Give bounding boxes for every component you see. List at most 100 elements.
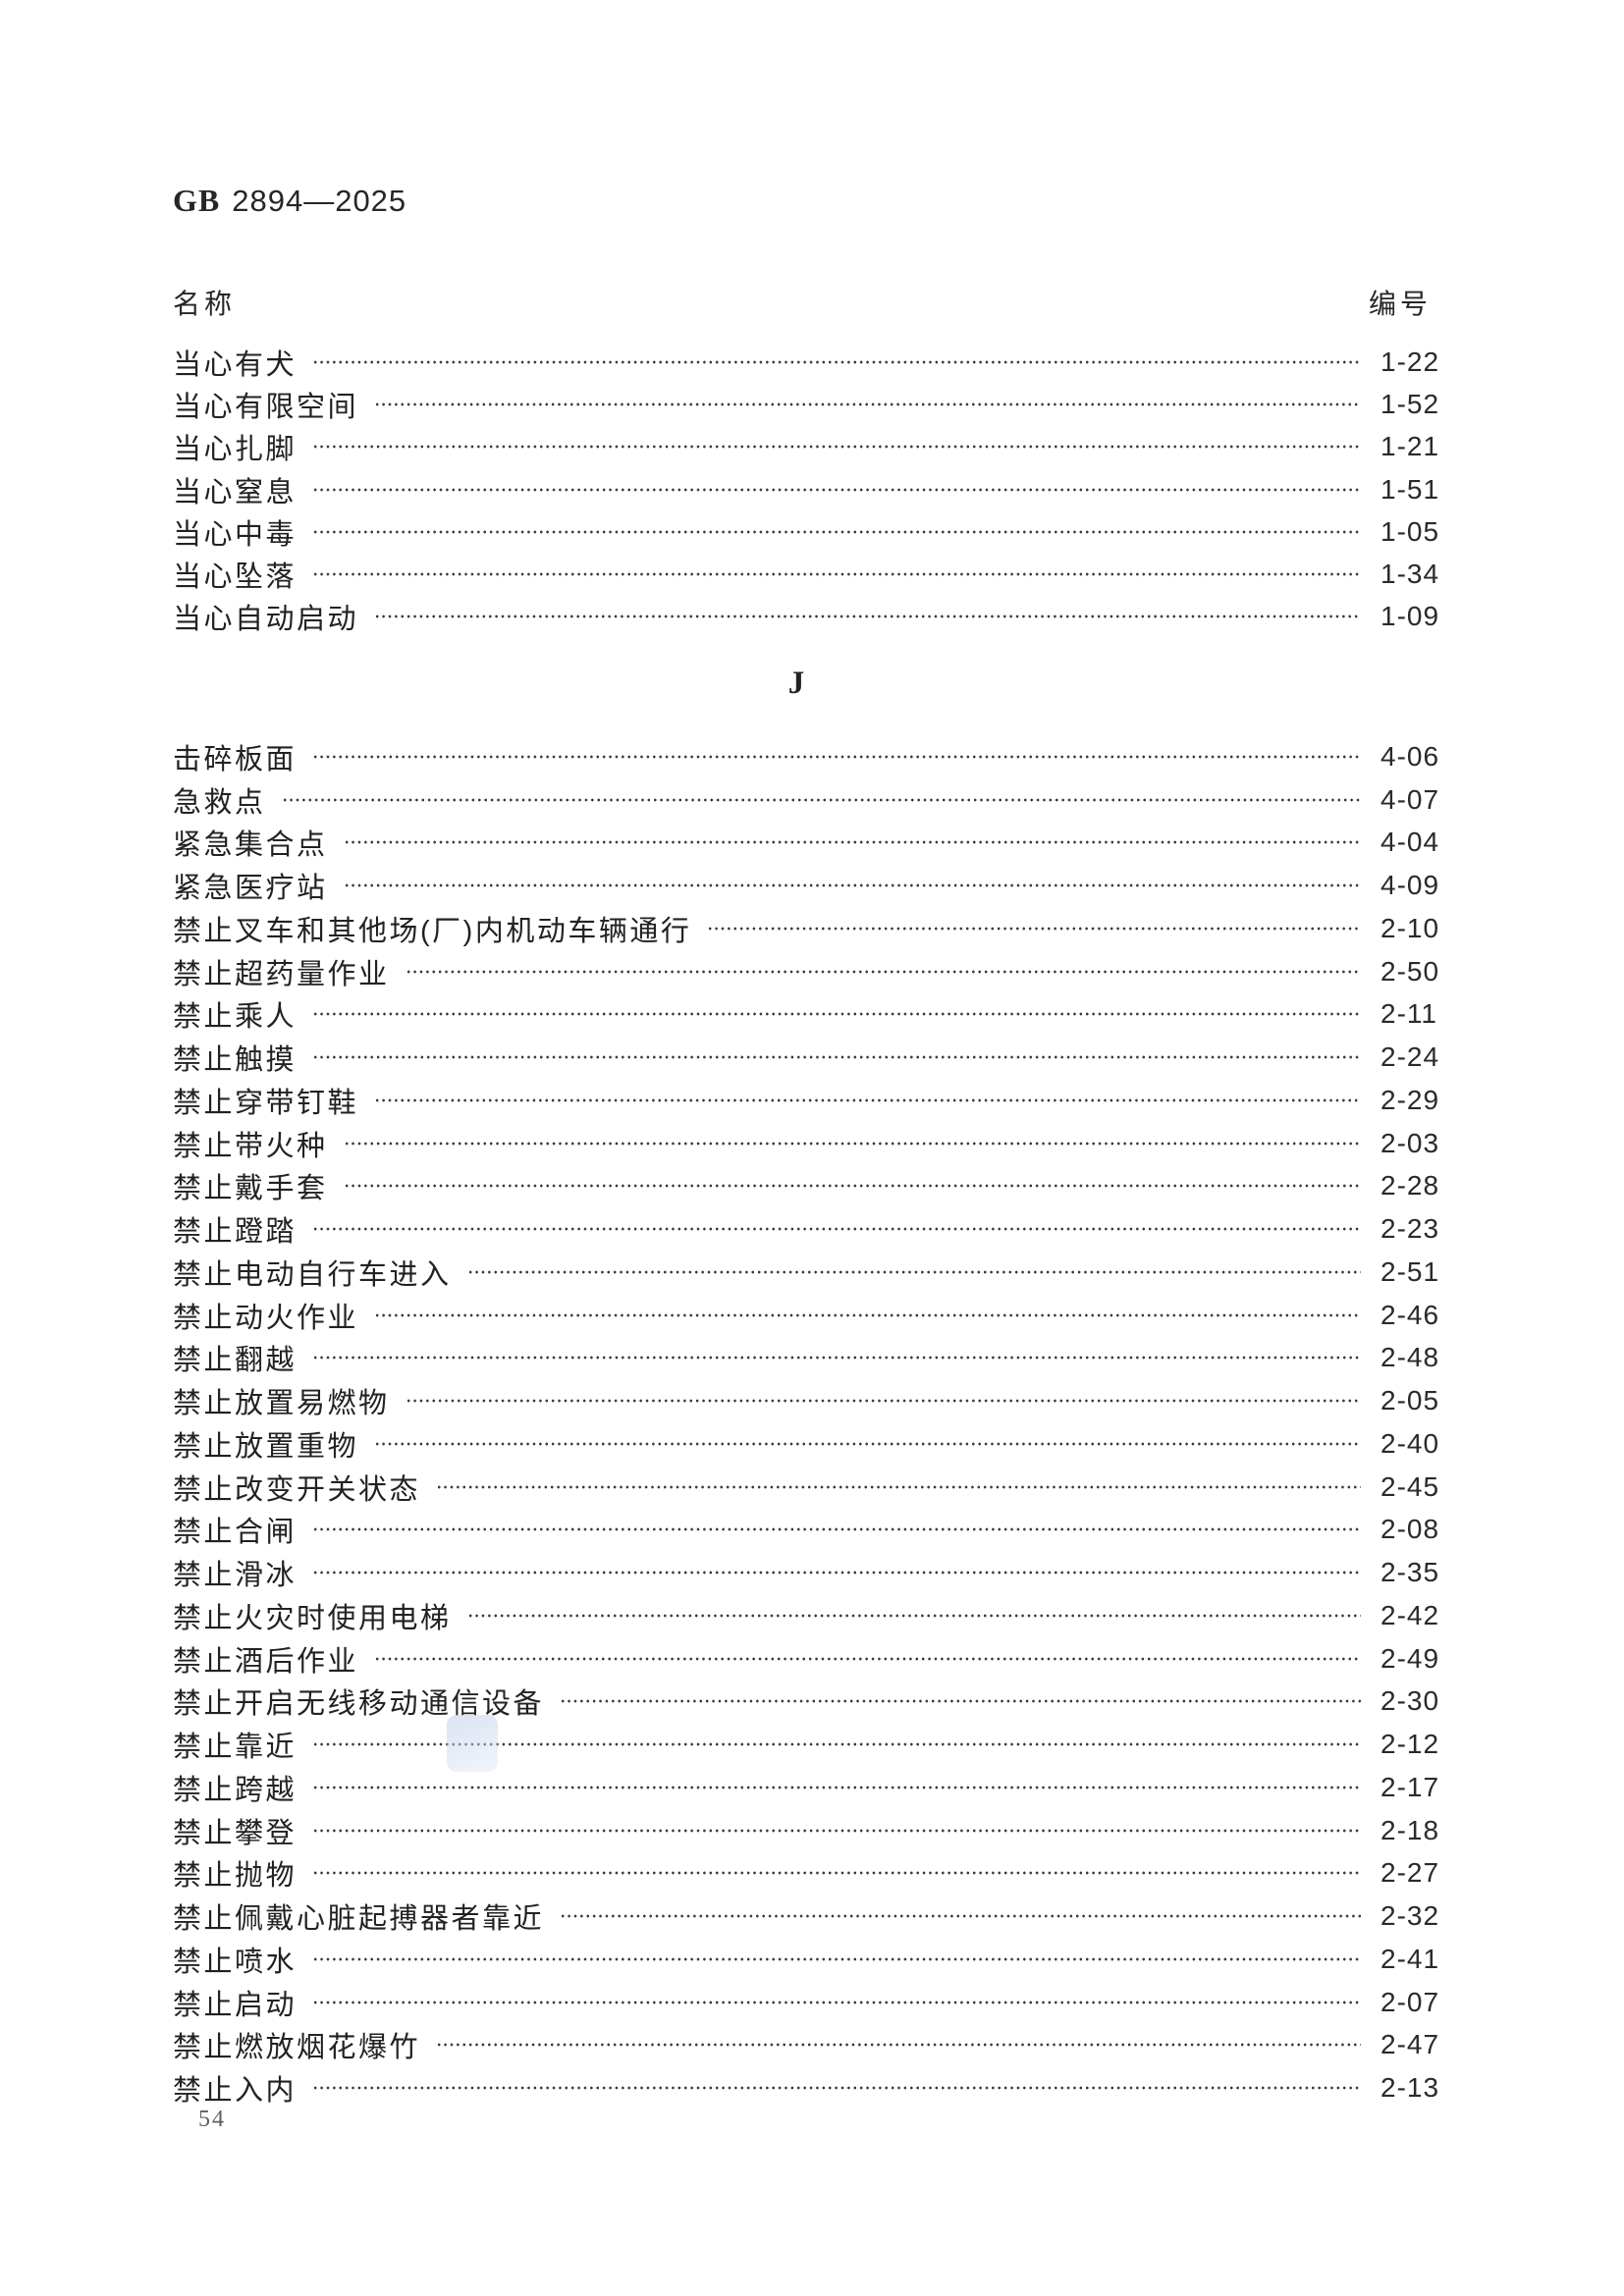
entry-name: 禁止放置易燃物 — [173, 1388, 390, 1420]
index-row: 禁止改变开关状态 2-45 — [173, 1465, 1451, 1509]
entry-name: 当心中毒 — [173, 518, 298, 551]
entry-name: 禁止开启无线移动通信设备 — [173, 1688, 545, 1721]
standard-prefix: GB — [173, 183, 221, 218]
entry-name: 禁止超药量作业 — [173, 958, 390, 990]
standard-number: 2894—2025 — [232, 184, 407, 218]
index-row: 禁止翻越 2-48 — [173, 1336, 1451, 1380]
dot-leader — [374, 1079, 1361, 1122]
entry-code: 2-18 — [1380, 1814, 1440, 1845]
entry-code: 2-42 — [1380, 1599, 1440, 1630]
entry-code: 2-46 — [1380, 1299, 1440, 1330]
entry-code: 2-07 — [1380, 1986, 1440, 2017]
entry-code: 1-22 — [1380, 346, 1440, 377]
dot-leader — [374, 383, 1361, 426]
dot-leader — [312, 341, 1361, 384]
dot-leader — [436, 1465, 1361, 1509]
entry-name: 禁止改变开关状态 — [173, 1473, 421, 1506]
dot-leader — [466, 1251, 1361, 1294]
index-list-top: 当心有犬 1-22 当心有限空间 1-52 当心扎脚 1-21 当心窒息 1-5… — [173, 341, 1451, 639]
entry-code: 2-30 — [1380, 1685, 1440, 1717]
entry-code: 1-09 — [1380, 601, 1440, 632]
entry-code: 4-07 — [1380, 783, 1440, 815]
entry-name: 急救点 — [173, 786, 266, 819]
entry-code: 2-47 — [1380, 2029, 1440, 2060]
dot-leader — [405, 1379, 1361, 1422]
entry-name: 禁止靠近 — [173, 1732, 298, 1764]
dot-leader — [312, 1036, 1361, 1079]
section-letter: J — [787, 666, 805, 701]
entry-code: 2-29 — [1380, 1084, 1440, 1115]
dot-leader — [281, 777, 1361, 822]
dot-leader — [343, 864, 1361, 907]
index-row: 禁止开启无线移动通信设备 2-30 — [173, 1680, 1451, 1724]
entry-code: 2-10 — [1380, 912, 1440, 943]
entry-name: 禁止攀登 — [173, 1817, 298, 1849]
index-row: 禁止电动自行车进入 2-51 — [173, 1251, 1451, 1294]
index-row: 禁止戴手套 2-28 — [173, 1164, 1451, 1208]
entry-code: 2-23 — [1380, 1213, 1440, 1245]
entry-name: 禁止喷水 — [173, 1946, 298, 1978]
entry-code: 2-27 — [1380, 1857, 1440, 1889]
dot-leader — [312, 467, 1361, 511]
index-row: 当心窒息 1-51 — [173, 467, 1451, 511]
index-row: 紧急集合点 4-04 — [173, 821, 1451, 865]
dot-leader — [374, 1293, 1361, 1337]
entry-code: 2-03 — [1380, 1127, 1440, 1158]
index-row: 急救点 4-07 — [173, 777, 1451, 822]
column-headers: 名称 编号 — [173, 283, 1432, 322]
entry-name: 当心扎脚 — [173, 434, 298, 466]
index-row: 禁止穿带钉鞋 2-29 — [173, 1079, 1451, 1122]
index-row: 禁止乘人 2-11 — [173, 992, 1451, 1037]
index-row: 禁止跨越 2-17 — [173, 1766, 1451, 1809]
entry-name: 禁止滑冰 — [173, 1560, 298, 1592]
dot-leader — [374, 1636, 1361, 1681]
entry-name: 禁止抛物 — [173, 1860, 298, 1893]
entry-name: 禁止佩戴心脏起搏器者靠近 — [173, 1903, 545, 1936]
dot-leader — [312, 425, 1361, 468]
index-row: 禁止入内 2-13 — [173, 2066, 1451, 2109]
entry-name: 当心窒息 — [173, 476, 298, 508]
index-row: 禁止攀登 2-18 — [173, 1808, 1451, 1852]
entry-code: 1-52 — [1380, 388, 1440, 419]
dot-leader — [374, 1422, 1361, 1466]
dot-leader — [312, 735, 1361, 778]
dot-leader — [312, 1766, 1361, 1809]
entry-name: 当心坠落 — [173, 561, 298, 594]
index-row: 禁止放置重物 2-40 — [173, 1422, 1451, 1466]
dot-leader — [405, 949, 1361, 993]
dot-leader — [312, 553, 1361, 596]
dot-leader — [312, 1980, 1361, 2024]
dot-leader — [560, 1680, 1361, 1724]
entry-code: 2-28 — [1380, 1170, 1440, 1201]
entry-name: 当心自动启动 — [173, 604, 359, 636]
entry-name: 击碎板面 — [173, 743, 298, 775]
dot-leader — [312, 1207, 1361, 1251]
entry-name: 禁止火灾时使用电梯 — [173, 1602, 452, 1634]
entry-code: 2-05 — [1380, 1385, 1440, 1416]
index-row: 当心有犬 1-22 — [173, 341, 1451, 384]
entry-code: 1-34 — [1380, 559, 1440, 590]
standard-code: GB 2894—2025 — [173, 183, 406, 219]
entry-name: 禁止蹬踏 — [173, 1216, 298, 1249]
index-row: 当心有限空间 1-52 — [173, 383, 1451, 426]
entry-name: 禁止穿带钉鞋 — [173, 1087, 359, 1119]
dot-leader — [312, 1851, 1361, 1896]
index-row: 禁止酒后作业 2-49 — [173, 1636, 1451, 1681]
dot-leader — [343, 1164, 1361, 1208]
index-row: 禁止喷水 2-41 — [173, 1938, 1451, 1981]
dot-leader — [312, 1508, 1361, 1552]
dot-leader — [436, 2023, 1361, 2067]
entry-name: 紧急集合点 — [173, 829, 328, 862]
entry-code: 2-45 — [1380, 1470, 1440, 1502]
dot-leader — [374, 595, 1361, 639]
entry-code: 1-21 — [1380, 431, 1440, 462]
dot-leader — [312, 1336, 1361, 1380]
entry-code: 2-17 — [1380, 1771, 1440, 1802]
index-row: 紧急医疗站 4-09 — [173, 864, 1451, 907]
dot-leader — [312, 1551, 1361, 1594]
entry-code: 2-50 — [1380, 955, 1440, 987]
dot-leader — [312, 992, 1361, 1037]
entry-code: 2-08 — [1380, 1514, 1440, 1545]
dot-leader — [312, 2066, 1361, 2109]
